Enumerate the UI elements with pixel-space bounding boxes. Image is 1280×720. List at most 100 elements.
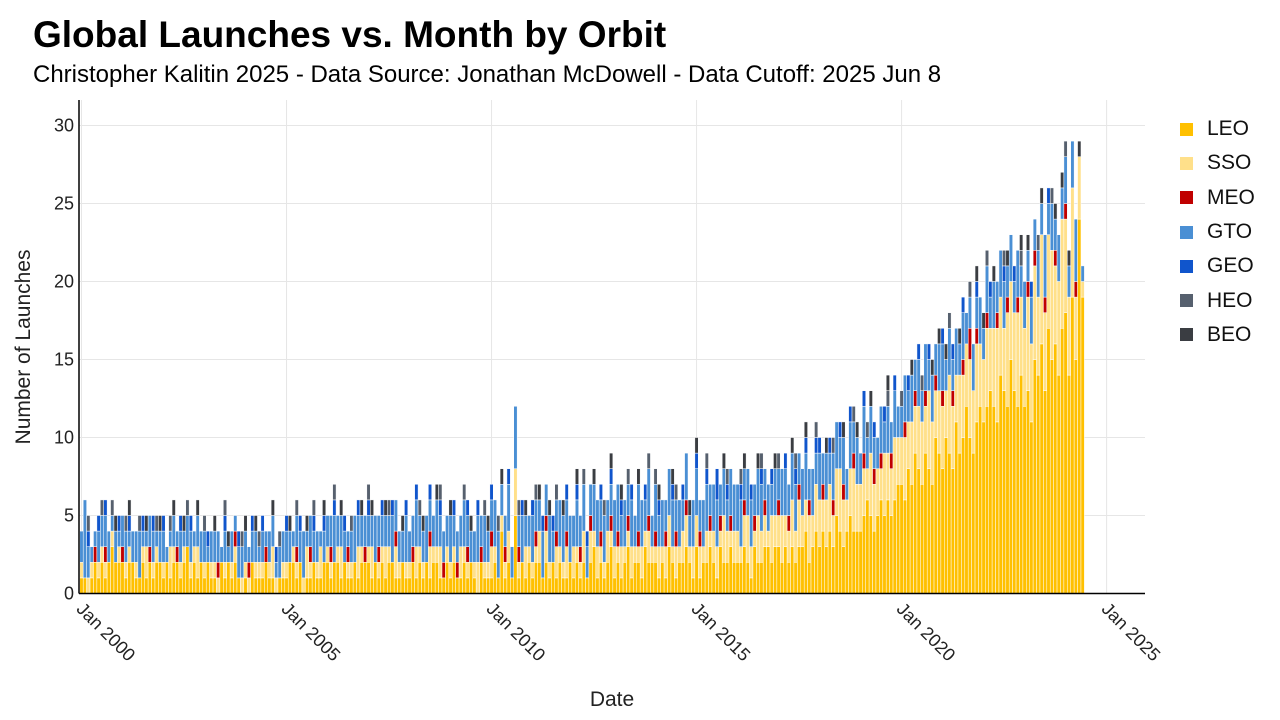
bar-segment-sso bbox=[1043, 312, 1048, 391]
bar-segment-gto bbox=[991, 281, 996, 329]
bar-segment-beo bbox=[824, 437, 829, 454]
bar-segment-sso bbox=[465, 562, 470, 579]
bar-segment-sso bbox=[387, 546, 391, 563]
bar-segment-leo bbox=[903, 499, 907, 594]
bar-segment-heo bbox=[899, 390, 904, 407]
bar-segment-heo bbox=[154, 515, 159, 532]
bar-segment-sso bbox=[875, 468, 880, 516]
bar-segment-leo bbox=[643, 546, 648, 594]
bar-segment-leo bbox=[629, 577, 634, 594]
bar-segment-geo bbox=[643, 484, 648, 501]
bar-segment-gto bbox=[660, 499, 665, 547]
bar-segment-gto bbox=[698, 499, 702, 532]
legend-item-sso[interactable]: SSO bbox=[1180, 146, 1255, 180]
bar-segment-sso bbox=[667, 515, 672, 547]
bar-segment-leo bbox=[410, 562, 415, 594]
legend-item-beo[interactable]: BEO bbox=[1180, 318, 1255, 352]
bar-segment-sso bbox=[294, 562, 299, 579]
bar-segment-gto bbox=[694, 468, 699, 516]
bar-segment-leo bbox=[397, 577, 402, 594]
bar-segment-gto bbox=[1008, 234, 1013, 282]
bar-segment-gto bbox=[1019, 265, 1024, 298]
bar-segment-sso bbox=[680, 530, 685, 563]
bar-segment-sso bbox=[89, 562, 94, 579]
bar-segment-gto bbox=[325, 515, 330, 547]
legend-item-heo[interactable]: HEO bbox=[1180, 283, 1255, 317]
bar-segment-leo bbox=[185, 546, 190, 594]
bar-segment-meo bbox=[1073, 281, 1078, 298]
bar-segment-gto bbox=[260, 530, 265, 563]
legend-item-leo[interactable]: LEO bbox=[1180, 112, 1255, 146]
bar-segment-geo bbox=[151, 515, 156, 532]
bar-segment-leo bbox=[868, 515, 873, 594]
legend-item-geo[interactable]: GEO bbox=[1180, 249, 1255, 283]
bar-segment-sso bbox=[575, 546, 579, 563]
bar-segment-leo bbox=[827, 530, 832, 594]
bar-segment-sso bbox=[677, 546, 682, 563]
bar-segment-gto bbox=[988, 296, 993, 329]
legend-item-gto[interactable]: GTO bbox=[1180, 215, 1255, 249]
bar-segment-heo bbox=[462, 484, 467, 501]
bar-segment-sso bbox=[428, 546, 432, 579]
bar-segment-gto bbox=[923, 343, 928, 391]
bar-segment-gto bbox=[363, 515, 368, 547]
bar-segment-meo bbox=[216, 562, 221, 579]
bar-segment-gto bbox=[561, 515, 566, 563]
legend-swatch bbox=[1180, 122, 1193, 136]
bar-segment-leo bbox=[585, 577, 590, 594]
bar-segment-sso bbox=[110, 530, 115, 547]
bar-segment-geo bbox=[739, 484, 743, 501]
bar-segment-gto bbox=[513, 406, 518, 469]
bar-segment-leo bbox=[663, 577, 668, 594]
bar-segment-heo bbox=[311, 499, 316, 516]
bar-segment-gto bbox=[851, 421, 856, 454]
bar-segment-gto bbox=[1073, 218, 1078, 282]
bar-segment-beo bbox=[253, 515, 258, 532]
bar-segment-leo bbox=[113, 562, 118, 594]
bar-segment-beo bbox=[991, 265, 996, 282]
gridlines bbox=[79, 100, 1145, 594]
bar-segment-sso bbox=[451, 546, 456, 563]
bar-segment-gto bbox=[540, 530, 545, 579]
bar-segment-geo bbox=[988, 281, 993, 298]
bar-segment-gto bbox=[499, 484, 504, 516]
bar-segment-heo bbox=[831, 437, 836, 454]
bar-segment-leo bbox=[899, 484, 904, 594]
bar-segment-gto bbox=[704, 484, 709, 532]
bar-segment-sso bbox=[503, 562, 508, 579]
bar-segment-geo bbox=[103, 499, 108, 516]
legend-label: GTO bbox=[1207, 220, 1253, 244]
bar-segment-sso bbox=[349, 562, 354, 579]
bar-segment-sso bbox=[633, 546, 638, 563]
bar-segment-gto bbox=[123, 530, 128, 563]
bar-segment-sso bbox=[691, 546, 696, 579]
bar-segment-gto bbox=[489, 499, 494, 532]
bar-segment-leo bbox=[171, 562, 176, 594]
bar-segment-geo bbox=[414, 484, 419, 501]
bar-segment-leo bbox=[503, 577, 508, 594]
bar-segment-leo bbox=[205, 562, 210, 594]
bar-segment-leo bbox=[537, 562, 542, 594]
bar-segment-beo bbox=[790, 437, 795, 454]
bar-segment-gto bbox=[896, 406, 901, 438]
bar-segment-gto bbox=[393, 499, 398, 532]
bar-segment-leo bbox=[547, 577, 552, 594]
bar-segment-geo bbox=[540, 515, 545, 532]
bar-segment-geo bbox=[506, 468, 511, 485]
bar-segment-leo bbox=[622, 562, 627, 594]
bar-segment-leo bbox=[499, 530, 504, 594]
y-tick-label: 0 bbox=[64, 584, 74, 604]
bar-segment-geo bbox=[342, 515, 347, 532]
bar-segment-gto bbox=[171, 515, 176, 547]
bar-segment-heo bbox=[759, 452, 764, 469]
bar-segment-sso bbox=[339, 546, 344, 579]
bar-segment-leo bbox=[756, 562, 761, 594]
bar-segment-meo bbox=[663, 530, 668, 547]
bar-segment-gto bbox=[725, 499, 730, 532]
legend-item-meo[interactable]: MEO bbox=[1180, 181, 1255, 215]
bar-segment-sso bbox=[475, 562, 480, 594]
bar-segment-sso bbox=[862, 468, 866, 516]
bar-segment-sso bbox=[721, 515, 726, 563]
bar-segment-sso bbox=[592, 530, 597, 547]
bar-segment-leo bbox=[1026, 390, 1030, 594]
